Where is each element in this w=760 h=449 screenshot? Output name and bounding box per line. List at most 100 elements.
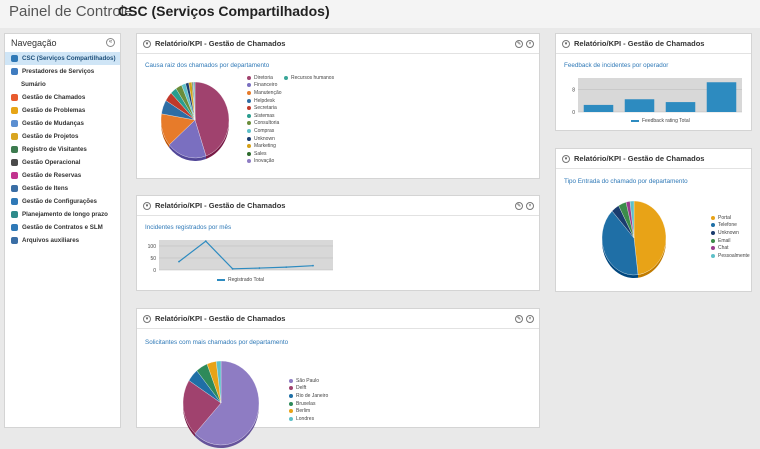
legend-item: Chat [711, 244, 750, 252]
legend-item: Email [711, 237, 750, 245]
legend-label: Registrado Total [228, 276, 265, 283]
collapse-panel-icon[interactable]: ▾ [562, 155, 570, 163]
globe-icon [11, 68, 18, 75]
legend-item: Unknown [247, 135, 282, 143]
edit-icon[interactable]: ✎ [515, 202, 523, 210]
collapse-panel-icon[interactable]: ▾ [143, 315, 151, 323]
legend-swatch [289, 378, 293, 383]
legend-swatch [284, 75, 288, 80]
legend-label: Helpdesk [254, 97, 275, 104]
pie-slice-recursos-humanos [193, 81, 196, 121]
legend-item: Berlim [289, 407, 328, 415]
pie-slice-telefone [601, 210, 639, 276]
legend-swatch [289, 409, 293, 414]
pie-slice-diretoria [194, 81, 230, 157]
sidebar-item-planejamento-de-longo-prazo[interactable]: Planejamento de longo prazo [5, 208, 120, 221]
legend-item: Delft [289, 385, 328, 393]
legend-label: Unknown [254, 135, 275, 142]
changes-icon [11, 120, 18, 127]
sidebar-item-gestao-de-projetos[interactable]: Gestão de Projetos [5, 130, 120, 143]
sidebar-item-arquivos-auxiliares[interactable]: Arquivos auxiliares [5, 234, 120, 247]
legend-swatch [247, 106, 251, 111]
pie-chart-root-cause [160, 81, 230, 161]
legend-swatch [247, 151, 251, 156]
close-icon[interactable]: × [526, 202, 534, 210]
legend-swatch [217, 278, 225, 281]
legend-label: Financeiro [254, 82, 278, 89]
sidebar-item-gestao-operacional[interactable]: Gestão Operacional [5, 156, 120, 169]
sidebar-item-label: Gestão de Mudanças [22, 120, 84, 127]
collapse-panel-icon[interactable]: ▾ [143, 202, 151, 210]
kpi-panel-root-cause: ▾ Relatório/KPI - Gestão de Chamados ✎ ×… [136, 33, 540, 179]
chart-legend: São Paulo Delft Rio de Janeiro Bruxelas Berl… [289, 377, 328, 423]
bar-chart-feedback: 08 [572, 78, 742, 116]
chart-legend: Diretoria Financeiro Manutenção Helpdesk Sec… [247, 74, 282, 165]
bar-3 [665, 102, 696, 112]
config-icon [11, 198, 18, 205]
items-icon [11, 185, 18, 192]
ticket-icon [11, 94, 18, 101]
legend-item: Bruxelas [289, 400, 328, 408]
bar-4 [706, 82, 737, 112]
sidebar-item-gestao-de-reservas[interactable]: Gestão de Reservas [5, 169, 120, 182]
sidebar-item-label: Gestão de Problemas [22, 107, 86, 114]
planning-icon [11, 211, 18, 218]
projects-icon [11, 133, 18, 140]
close-icon[interactable]: × [526, 315, 534, 323]
legend-item: Sistemas [247, 112, 282, 120]
legend-swatch [247, 121, 251, 126]
legend-swatch [289, 401, 293, 406]
chart-legend-secondary: Recursos humanos [284, 74, 334, 82]
sidebar-item-gestao-de-contratos-e-slm[interactable]: Gestão de Contratos e SLM [5, 221, 120, 234]
globe-icon [11, 55, 18, 62]
collapse-panel-icon[interactable]: ▾ [562, 40, 570, 48]
legend-swatch [711, 253, 715, 258]
collapse-panel-icon[interactable]: ▾ [143, 40, 151, 48]
panel-title: Relatório/KPI - Gestão de Chamados [155, 314, 286, 323]
legend-item: Marketing [247, 142, 282, 150]
sidebar-heading: Navegação [11, 38, 57, 48]
sidebar-item-csc-servicos-compartilhados[interactable]: CSC (Serviços Compartilhados) [5, 52, 120, 65]
chart-legend: Portal Telefone Unknown Email Chat Pessoalmen… [711, 214, 750, 260]
operational-icon [11, 159, 18, 166]
legend-label: Inovação [254, 158, 275, 165]
sidebar-item-label: Gestão de Projetos [22, 133, 79, 140]
pie-slice-financeiro [169, 119, 207, 159]
sidebar-item-sumario[interactable]: Sumário [5, 78, 120, 91]
edit-icon[interactable]: ✎ [515, 40, 523, 48]
sidebar-item-gestao-de-chamados[interactable]: Gestão de Chamados [5, 91, 120, 104]
legend-label: Berlim [296, 408, 311, 415]
legend-label: Portal [718, 214, 732, 221]
close-icon[interactable]: × [526, 40, 534, 48]
sidebar-item-label: Gestão Operacional [22, 159, 81, 166]
legend-label: Consultoria [254, 120, 280, 127]
legend-item: Londres [289, 415, 328, 423]
sidebar-item-label: Arquivos auxiliares [22, 237, 80, 244]
reservations-icon [11, 172, 18, 179]
sidebar-item-gestao-de-configuracoes[interactable]: Gestão de Configurações [5, 195, 120, 208]
pie-chart-requesters [182, 360, 260, 448]
edit-icon[interactable]: ✎ [515, 315, 523, 323]
y-tick-label: 8 [572, 87, 575, 93]
legend-item: Helpdesk [247, 97, 282, 105]
sidebar-item-registro-de-visitantes[interactable]: Registro de Visitantes [5, 143, 120, 156]
files-icon [11, 237, 18, 244]
sidebar-menu: CSC (Serviços Compartilhados) Prestadores… [5, 52, 120, 247]
sidebar-item-label: Prestadores de Serviços [22, 68, 95, 75]
y-tick-label: 0 [572, 110, 575, 116]
sidebar-header: Navegação « [5, 34, 120, 52]
kpi-panel-requesters: ▾ Relatório/KPI - Gestão de Chamados ✎ ×… [136, 308, 540, 448]
sidebar-item-gestao-de-itens[interactable]: Gestão de Itens [5, 182, 120, 195]
legend-item: Diretoria [247, 74, 282, 82]
legend-swatch [247, 90, 251, 95]
legend-swatch [711, 238, 715, 243]
sidebar-item-gestao-de-problemas[interactable]: Gestão de Problemas [5, 104, 120, 117]
legend-swatch [631, 119, 639, 122]
legend-label: Pessoalmente [718, 252, 750, 259]
legend-label: Delft [296, 385, 307, 392]
collapse-icon[interactable]: « [106, 38, 115, 47]
sidebar-item-prestadores-de-servicos[interactable]: Prestadores de Serviços [5, 65, 120, 78]
legend-label: Telefone [718, 222, 737, 229]
sidebar-item-gestao-de-mudancas[interactable]: Gestão de Mudanças [5, 117, 120, 130]
kpi-panel-feedback: ▾ Relatório/KPI - Gestão de Chamados Fee… [555, 33, 752, 131]
